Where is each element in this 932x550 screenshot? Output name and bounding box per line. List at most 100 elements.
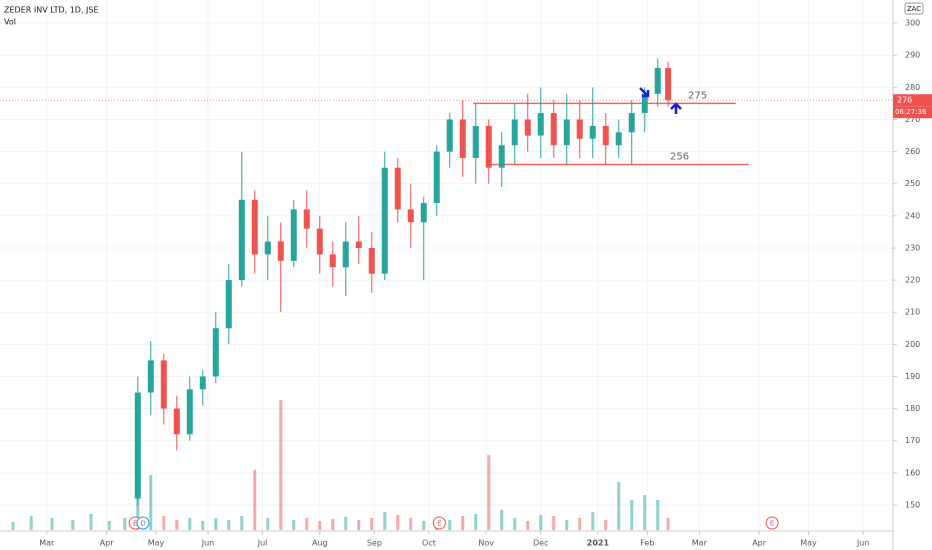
candle-body — [446, 119, 453, 152]
candle-body — [134, 392, 141, 499]
candle-body — [381, 167, 388, 274]
candle-body — [394, 167, 401, 210]
volume-bar — [89, 514, 93, 530]
x-tick-label: Sep — [367, 539, 382, 548]
candle-body — [420, 203, 427, 223]
last-price-tag — [893, 94, 932, 107]
volume-bar — [565, 520, 569, 530]
volume-bar — [357, 520, 361, 530]
candle-body — [615, 132, 622, 146]
volume-bar — [214, 518, 218, 530]
volume-bar — [448, 520, 452, 530]
x-tick-label: Apr — [752, 539, 767, 548]
volume-bar — [617, 482, 621, 530]
candle-body — [160, 360, 167, 409]
volume-bar — [591, 512, 595, 530]
volume-bar — [656, 500, 660, 530]
volume-label: Vol — [4, 18, 16, 27]
event-marker — [765, 516, 779, 530]
volume-bar — [396, 515, 400, 530]
x-tick-label: May — [148, 539, 165, 548]
volume-bar — [474, 514, 478, 530]
volume-bar — [344, 517, 348, 530]
y-tick-label: 260 — [905, 147, 920, 156]
x-tick-label: Oct — [422, 539, 436, 548]
candle-body — [173, 408, 180, 435]
candle-body — [498, 145, 505, 168]
volume-bar — [188, 518, 192, 530]
candle-body — [277, 241, 284, 261]
candle-body — [654, 68, 661, 94]
volume-bar — [461, 516, 465, 530]
candle-body — [602, 125, 609, 146]
volume-bar — [422, 521, 426, 530]
volume-bar — [539, 515, 543, 530]
candle-body — [459, 119, 466, 159]
candle-body — [589, 125, 596, 139]
candle-body — [563, 119, 570, 146]
y-tick-label: 170 — [905, 436, 920, 445]
grid — [0, 0, 893, 530]
volume-bar — [107, 521, 111, 530]
plot — [0, 58, 893, 530]
y-tick-label: 150 — [905, 500, 920, 509]
x-tick-label: Apr — [100, 539, 115, 548]
x-tick-label: May — [800, 539, 817, 548]
candle-body — [368, 247, 375, 274]
candle-body — [316, 228, 323, 255]
event-label: E — [133, 520, 137, 528]
y-tick-label: 240 — [905, 211, 920, 220]
event-label: D — [140, 520, 145, 528]
candle-body — [238, 199, 245, 281]
volume-bar — [71, 520, 75, 530]
candle-body — [342, 241, 349, 268]
volume-bar — [11, 522, 15, 530]
volume-bar — [175, 520, 179, 530]
candle-body — [186, 389, 193, 435]
volume-bar — [526, 521, 530, 530]
x-tick-label: 2021 — [587, 539, 610, 548]
x-tick-label: Jun — [856, 539, 870, 548]
volume-bar — [149, 475, 153, 530]
y-tick-label: 280 — [905, 83, 920, 92]
x-tick-label: Jun — [201, 539, 215, 548]
volume-bar — [500, 510, 504, 530]
candle-body — [290, 209, 297, 261]
volume-bar — [630, 500, 634, 530]
volume-bar — [305, 518, 309, 530]
volume-bar — [666, 518, 670, 530]
currency: ZAC — [907, 5, 921, 13]
candle-body — [576, 119, 583, 139]
x-tick-label: Mar — [39, 539, 55, 548]
candle-body — [433, 151, 440, 204]
candle-body — [212, 328, 219, 377]
candle-body — [225, 280, 232, 329]
volume-bar — [162, 516, 166, 530]
x-tick-label: Jul — [257, 539, 268, 548]
candle-body — [665, 68, 672, 101]
volume-bar — [552, 516, 556, 530]
last-price-label: 276 — [897, 96, 912, 105]
volume-bar — [409, 518, 413, 530]
candle-body — [147, 360, 154, 393]
event-marker — [432, 516, 446, 530]
candle-body — [303, 209, 310, 229]
arrow-up — [670, 102, 682, 114]
candle-body — [628, 113, 635, 133]
volume-bar — [318, 521, 322, 530]
volume-bar — [253, 470, 257, 530]
y-tick-label: 160 — [905, 468, 920, 477]
volume-bar — [123, 518, 127, 530]
y-tick-label: 230 — [905, 243, 920, 252]
candle-body — [641, 93, 648, 114]
volume-bar — [578, 518, 582, 530]
candle-body — [472, 125, 479, 159]
y-tick-label: 210 — [905, 308, 920, 317]
volume-bar — [643, 495, 647, 530]
countdown-tag — [893, 106, 932, 119]
volume-bar — [383, 512, 387, 530]
y-tick-label: 180 — [905, 404, 920, 413]
volume-bar — [227, 520, 231, 530]
candle-body — [199, 376, 206, 390]
volume-bar — [266, 518, 270, 530]
